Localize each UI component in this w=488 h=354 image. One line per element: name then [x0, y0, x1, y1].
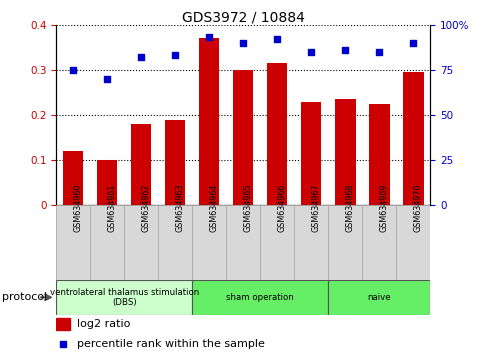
Bar: [199, 38, 219, 205]
FancyBboxPatch shape: [192, 280, 327, 315]
FancyBboxPatch shape: [260, 205, 294, 280]
Text: GSM634962: GSM634962: [141, 183, 150, 232]
Point: [171, 53, 179, 58]
Point: [137, 55, 145, 60]
FancyBboxPatch shape: [56, 280, 192, 315]
FancyBboxPatch shape: [362, 205, 395, 280]
FancyBboxPatch shape: [192, 205, 226, 280]
FancyBboxPatch shape: [395, 205, 429, 280]
Bar: [131, 124, 151, 205]
FancyBboxPatch shape: [294, 205, 327, 280]
Text: protocol: protocol: [2, 292, 48, 302]
Bar: [63, 151, 83, 205]
FancyBboxPatch shape: [327, 205, 362, 280]
Text: GSM634964: GSM634964: [209, 183, 218, 232]
Point: [69, 67, 77, 73]
Text: GSM634968: GSM634968: [345, 183, 354, 232]
Text: GSM634967: GSM634967: [311, 183, 320, 232]
Bar: [266, 63, 287, 205]
FancyBboxPatch shape: [226, 205, 260, 280]
Point: [239, 40, 246, 46]
Point: [375, 49, 383, 55]
Point: [307, 49, 315, 55]
Bar: [97, 160, 117, 205]
Text: GSM634963: GSM634963: [175, 183, 184, 232]
Text: GSM634966: GSM634966: [277, 183, 285, 232]
FancyBboxPatch shape: [90, 205, 124, 280]
FancyBboxPatch shape: [124, 205, 158, 280]
Text: GSM634970: GSM634970: [412, 183, 422, 232]
Text: sham operation: sham operation: [226, 293, 294, 302]
Text: GSM634969: GSM634969: [379, 183, 387, 232]
FancyBboxPatch shape: [158, 205, 192, 280]
Text: log2 ratio: log2 ratio: [77, 319, 130, 329]
Bar: [402, 72, 423, 205]
FancyBboxPatch shape: [56, 205, 90, 280]
Text: GSM634961: GSM634961: [107, 183, 116, 232]
FancyBboxPatch shape: [327, 280, 429, 315]
Bar: [334, 99, 355, 205]
Text: GDS3972 / 10884: GDS3972 / 10884: [182, 11, 304, 25]
Bar: [56, 318, 70, 330]
Text: percentile rank within the sample: percentile rank within the sample: [77, 339, 264, 349]
Point: [341, 47, 348, 53]
Text: naive: naive: [367, 293, 390, 302]
Point: [205, 35, 213, 40]
Text: ventrolateral thalamus stimulation
(DBS): ventrolateral thalamus stimulation (DBS): [49, 288, 199, 307]
Bar: [233, 70, 253, 205]
Point: [408, 40, 416, 46]
Text: GSM634965: GSM634965: [243, 183, 252, 232]
Text: GSM634960: GSM634960: [73, 183, 82, 232]
Bar: [301, 102, 321, 205]
Bar: [165, 120, 185, 205]
Point: [273, 36, 281, 42]
Point: [60, 341, 67, 347]
Point: [103, 76, 111, 82]
Bar: [368, 104, 389, 205]
